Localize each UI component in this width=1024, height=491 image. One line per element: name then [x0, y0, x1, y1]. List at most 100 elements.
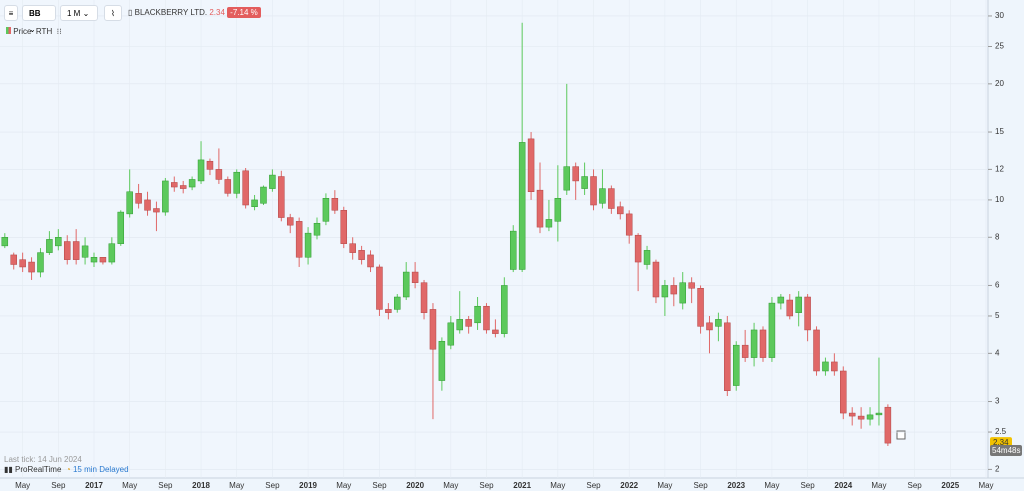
- candle-body: [706, 322, 713, 331]
- candle-body: [661, 285, 669, 298]
- candle-body: [411, 271, 419, 283]
- candle-body: [349, 243, 356, 253]
- candle-body: [28, 261, 35, 273]
- candle-body: [278, 176, 285, 218]
- candle-body: [242, 170, 249, 206]
- candle-body: [634, 234, 642, 263]
- y-tick-label: 4: [995, 348, 1000, 357]
- x-tick-label: Sep: [586, 481, 601, 490]
- candle-body: [786, 299, 794, 317]
- candle-body: [331, 198, 339, 211]
- period-select[interactable]: 1 M ⌄: [60, 5, 98, 21]
- candle-body: [126, 191, 133, 215]
- y-tick-label: 2.5: [995, 427, 1007, 436]
- candle-body: [358, 250, 365, 260]
- y-tick-label: 10: [995, 195, 1004, 204]
- candle-body: [188, 179, 196, 188]
- candle-body: [313, 222, 321, 236]
- candle-body: [37, 252, 44, 273]
- x-tick-label: Sep: [479, 481, 494, 490]
- candle-body: [831, 361, 838, 372]
- menu-button[interactable]: ≡: [4, 5, 18, 21]
- candle-body: [206, 160, 214, 170]
- candle-body: [224, 179, 232, 194]
- candle-body: [875, 412, 883, 416]
- x-tick-label: May: [978, 481, 993, 490]
- period: 1 M: [67, 9, 81, 18]
- x-tick-label: Sep: [51, 481, 66, 490]
- candle-body: [483, 305, 490, 331]
- y-tick-label: 20: [995, 79, 1004, 88]
- candle-body: [376, 266, 383, 310]
- candle-body: [340, 210, 348, 244]
- candle-body: [643, 250, 651, 265]
- chart-type-button[interactable]: ⌇: [104, 5, 122, 21]
- candle-body: [117, 211, 125, 244]
- y-tick-label: 8: [995, 232, 1000, 241]
- last-tick: Last tick: 14 Jun 2024: [4, 455, 82, 464]
- x-tick-label: May: [122, 481, 137, 490]
- candle-body: [46, 239, 53, 253]
- candle-body: [135, 193, 142, 204]
- candle-body: [385, 309, 392, 313]
- candle-body: [777, 296, 785, 304]
- candle-body: [63, 241, 71, 260]
- candle-body: [724, 322, 731, 391]
- last-price-label: 2,34: [993, 438, 1009, 447]
- x-tick-label: 2024: [834, 481, 852, 490]
- brand-name: ProRealTime: [15, 465, 62, 474]
- candle-body: [536, 189, 544, 228]
- candle-body: [670, 285, 678, 295]
- candle-body: [715, 319, 722, 327]
- info-icon[interactable]: [896, 430, 906, 440]
- y-tick-label: 6: [995, 281, 1000, 290]
- x-tick-label: 2021: [513, 481, 531, 490]
- candle-body: [286, 217, 294, 226]
- candle-body: [617, 206, 624, 215]
- candle-body: [367, 254, 374, 268]
- candle-body: [144, 199, 151, 211]
- candle-body: [750, 329, 758, 358]
- y-tick-label: 30: [995, 11, 1004, 20]
- candle-body: [197, 159, 205, 182]
- legend: Price RTH ⁝⁝: [6, 27, 62, 36]
- y-tick-label: 12: [995, 164, 1004, 173]
- y-tick-label: 25: [995, 42, 1004, 51]
- candle-body: [608, 188, 615, 209]
- x-tick-label: Sep: [158, 481, 173, 490]
- x-tick-label: May: [15, 481, 30, 490]
- plot-area: [0, 0, 988, 478]
- candle-body: [179, 185, 187, 189]
- candle-body: [304, 232, 312, 258]
- candle-body: [501, 285, 508, 334]
- candle-body: [162, 180, 169, 213]
- candle-body: [652, 261, 660, 298]
- legend-price: Price: [13, 27, 32, 36]
- candle-body: [171, 182, 178, 188]
- candle-body: [215, 169, 223, 180]
- candle-body: [10, 254, 17, 265]
- x-tick-label: May: [550, 481, 565, 490]
- candle-body: [447, 322, 455, 346]
- candle-body: [822, 361, 829, 372]
- candle-body: [456, 319, 463, 331]
- x-tick-label: Sep: [800, 481, 815, 490]
- candle-body: [804, 296, 811, 331]
- candle-body: [840, 370, 847, 414]
- symbol-select[interactable]: BB ⌄: [22, 5, 56, 34]
- x-tick-label: 2018: [192, 481, 210, 490]
- x-tick-label: Sep: [265, 481, 280, 490]
- candle-body: [99, 257, 107, 263]
- legend-rth[interactable]: RTH: [35, 27, 53, 36]
- x-tick-label: May: [764, 481, 779, 490]
- candle-body: [90, 257, 98, 263]
- candle-body: [563, 166, 571, 191]
- candle-body: [19, 259, 26, 268]
- candle-body: [679, 282, 686, 304]
- candle-body: [72, 241, 80, 260]
- candle-body: [153, 208, 160, 213]
- candle-body: [884, 406, 892, 444]
- candle-body: [509, 230, 517, 270]
